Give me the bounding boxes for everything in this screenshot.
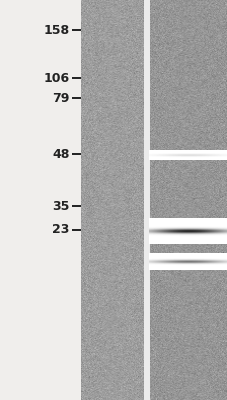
Text: 23: 23 (52, 224, 69, 236)
Text: 35: 35 (52, 200, 69, 212)
Text: 79: 79 (52, 92, 69, 104)
Text: 158: 158 (43, 24, 69, 36)
Text: 106: 106 (43, 72, 69, 84)
Text: 48: 48 (52, 148, 69, 160)
